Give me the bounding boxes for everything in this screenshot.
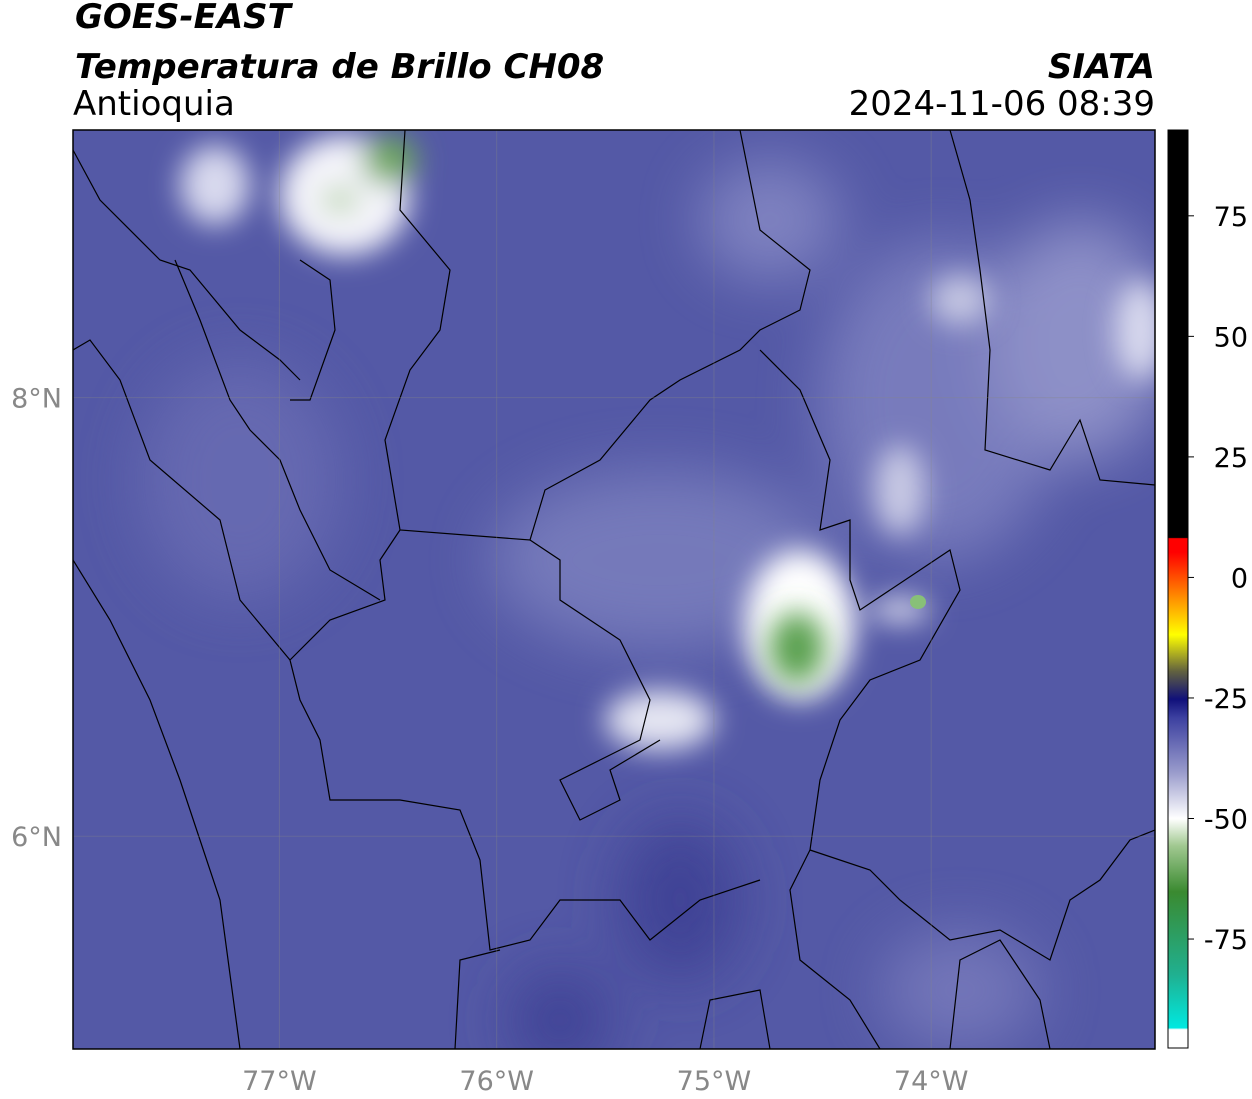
x-tick-label: 74°W (894, 1066, 969, 1097)
x-tick-label: 75°W (677, 1066, 752, 1097)
map-imagery (73, 130, 1155, 1049)
datetime: 2024-11-06 08:39 (849, 84, 1155, 124)
colorbar (1167, 129, 1189, 1049)
colorbar-tick-label: 25 (1214, 443, 1248, 474)
subtitle: Temperatura de Brillo CH08 (75, 47, 604, 87)
colorbar-tick-label: 0 (1231, 563, 1248, 594)
grid (73, 130, 1155, 1049)
y-tick-label: 8°N (11, 384, 62, 415)
x-tick-label: 77°W (242, 1066, 317, 1097)
colorbar-tick-label: -50 (1204, 805, 1248, 836)
colorbar-tick-label: -75 (1204, 925, 1248, 956)
map-frame (72, 129, 1156, 1050)
colorbar-tick-label: 75 (1214, 202, 1248, 233)
colorbar-tick-label: -25 (1204, 684, 1248, 715)
y-tick-label: 6°N (11, 822, 62, 853)
colorbar-tick-label: 50 (1214, 322, 1248, 353)
title: GOES-EAST (75, 0, 294, 37)
x-tick-label: 76°W (459, 1066, 534, 1097)
region: Antioquia (73, 84, 235, 124)
source: SIATA (1048, 47, 1155, 87)
